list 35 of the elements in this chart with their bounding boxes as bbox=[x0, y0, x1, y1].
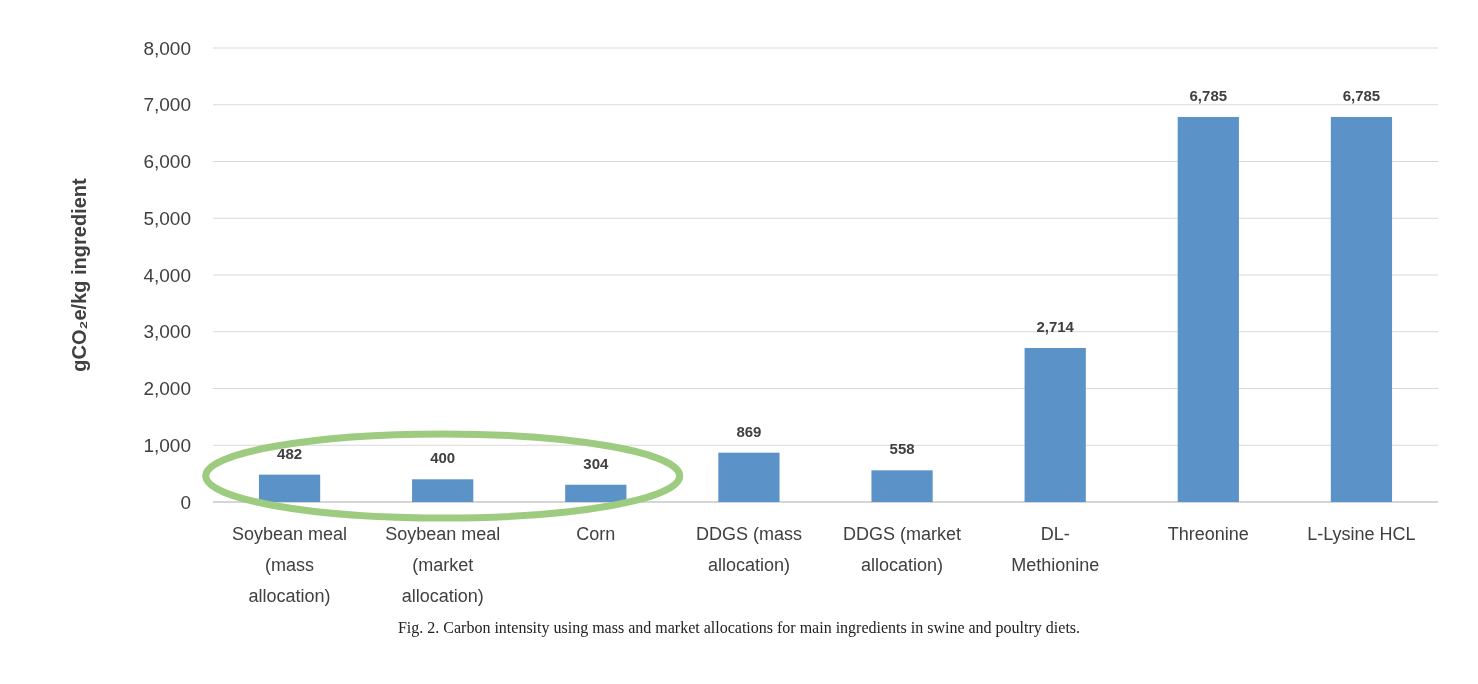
y-tick-label: 2,000 bbox=[143, 378, 191, 400]
bar bbox=[565, 484, 627, 502]
x-tick-label: DDGS (market allocation) bbox=[843, 524, 962, 575]
y-tick-label: 6,000 bbox=[143, 151, 191, 173]
x-tick-label: L-Lysine HCL bbox=[1307, 524, 1416, 544]
x-tick-label: Corn bbox=[576, 524, 616, 544]
x-tick-label: Threonine bbox=[1167, 524, 1249, 544]
x-tick-label: DL-Methionine bbox=[1011, 524, 1100, 575]
bar bbox=[1177, 116, 1239, 502]
y-tick-label: 7,000 bbox=[143, 94, 191, 116]
y-tick-label: 8,000 bbox=[143, 37, 191, 59]
data-label: 482 bbox=[277, 444, 303, 462]
y-tick-label: 0 bbox=[180, 491, 191, 513]
data-label: 6,785 bbox=[1189, 86, 1228, 104]
bar bbox=[718, 452, 780, 502]
bar bbox=[871, 470, 933, 502]
data-label: 304 bbox=[583, 454, 609, 472]
bar bbox=[1330, 116, 1393, 502]
y-tick-label: 5,000 bbox=[143, 207, 191, 229]
bar bbox=[412, 479, 474, 502]
y-axis-title: gCO₂e/kg ingredient bbox=[68, 177, 90, 372]
x-tick-label: DDGS (mass allocation) bbox=[695, 524, 802, 575]
data-label: 558 bbox=[889, 440, 915, 458]
bar bbox=[258, 474, 321, 502]
x-tick-label: Soybean meal (market allocation) bbox=[385, 524, 501, 606]
y-tick-label: 4,000 bbox=[143, 264, 191, 286]
y-tick-label: 1,000 bbox=[143, 434, 191, 456]
bar bbox=[1024, 347, 1086, 502]
y-tick-label: 3,000 bbox=[143, 321, 191, 343]
data-label: 400 bbox=[430, 449, 456, 467]
data-label: 2,714 bbox=[1036, 317, 1075, 335]
x-tick-label: Soybean meal (mass allocation) bbox=[232, 524, 348, 606]
data-label: 869 bbox=[736, 422, 762, 440]
caption: Fig. 2. Carbon intensity using mass and market allocations for main ingredients in swine and poultry diets. bbox=[397, 619, 1081, 637]
data-label: 6,785 bbox=[1342, 86, 1381, 104]
